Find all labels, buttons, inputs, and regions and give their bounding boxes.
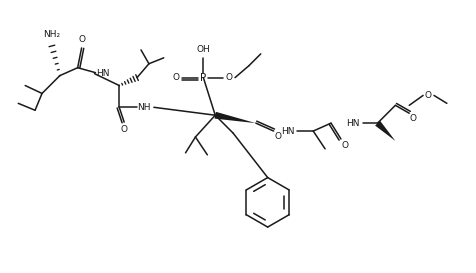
- Text: NH: NH: [137, 103, 150, 112]
- Text: OH: OH: [196, 45, 210, 54]
- Text: O: O: [172, 73, 179, 82]
- Text: O: O: [341, 141, 347, 150]
- Polygon shape: [214, 112, 255, 123]
- Text: O: O: [120, 124, 128, 133]
- Text: HN: HN: [96, 69, 109, 78]
- Text: O: O: [409, 114, 416, 123]
- Polygon shape: [374, 121, 395, 141]
- Text: P: P: [200, 73, 206, 83]
- Text: O: O: [274, 132, 280, 141]
- Text: O: O: [424, 91, 431, 100]
- Text: O: O: [225, 73, 232, 82]
- Text: O: O: [78, 35, 85, 44]
- Text: HN: HN: [280, 127, 294, 136]
- Text: HN: HN: [346, 119, 359, 128]
- Text: NH₂: NH₂: [43, 29, 60, 38]
